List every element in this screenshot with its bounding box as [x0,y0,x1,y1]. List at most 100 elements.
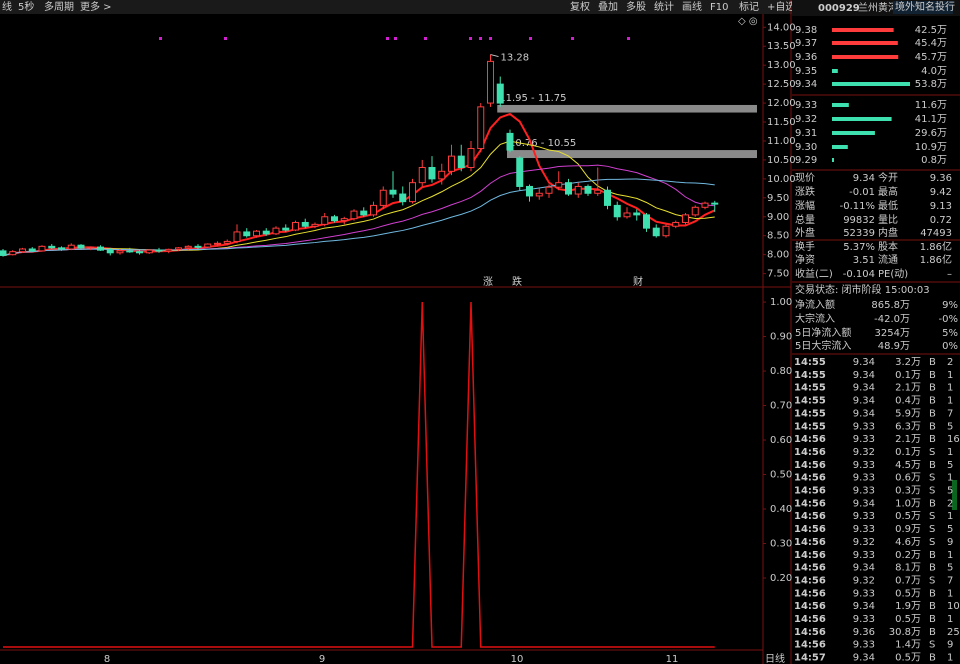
tick-time: 14:55 [794,383,826,394]
y-tick-label: 0.60 [770,435,792,446]
tick-count: 1 [947,614,953,625]
tick-side: B [929,434,936,445]
candle-body [701,202,709,208]
toolbar-button[interactable]: 标记 [739,1,759,13]
signal-dot [394,37,397,40]
quote-value: 9.42 [930,187,952,198]
toolbar-button[interactable]: 统计 [654,0,674,13]
candle-body [233,231,241,242]
tick-price: 9.33 [853,640,875,651]
tick-volume: 30.8万 [889,627,921,638]
book-bar [832,145,848,149]
y-tick-label: 10.50 [767,155,796,166]
tick-count: 2 [947,357,953,368]
tick-time: 14:56 [794,460,826,471]
tick-side: S [929,524,935,535]
tick-volume: 1.9万 [895,601,921,612]
candle-body [399,193,407,203]
tick-price: 9.33 [853,588,875,599]
candle-body [448,155,455,172]
tick-side: S [929,575,935,586]
tick-volume: 3.2万 [895,357,921,368]
candle-body [106,249,114,254]
tick-side: B [929,614,936,625]
candle-body [0,250,7,256]
stock-name: 兰州黄河 [858,1,898,14]
tick-count: 1 [947,653,953,664]
quote-value: 0.72 [930,215,952,226]
tick-time: 14:56 [794,473,826,484]
quote-value: 9.34 [853,173,875,184]
tick-side: B [929,653,936,664]
candle-body [711,202,719,205]
toolbar-button[interactable]: 更多 > [80,0,112,13]
toolbar-button[interactable]: 多股 [626,0,646,13]
quote-label: 总量 [795,213,815,226]
quote-value: 99832 [843,215,875,226]
book-bar [832,55,899,59]
book-bar [832,117,892,121]
toolbar-button[interactable]: 画线 [682,0,702,13]
signal-dot [159,37,162,40]
tick-price: 9.34 [853,396,875,407]
candle-body [272,227,280,235]
candle-body [418,167,426,184]
toolbar [0,0,960,14]
candle-body [97,246,104,251]
book-bar [832,69,838,73]
book-price: 9.32 [795,114,817,125]
toolbar-button[interactable]: 5秒 [18,0,34,13]
tick-count: 1 [947,473,953,484]
toolbar-button[interactable]: 叠加 [598,1,618,13]
tick-price: 9.33 [853,473,875,484]
candle-body [506,132,514,151]
candle-body [389,189,397,195]
tick-side: B [929,601,936,612]
candle-body [38,245,46,252]
trade-status: 交易状态: 闭市阶段 15:00:03 [795,283,930,296]
event-label: 涨 [483,276,493,288]
y-tick-label: 0.50 [770,470,792,481]
toolbar-button[interactable]: 多周期 [44,0,74,13]
tick-side: B [929,357,936,368]
candle-body [253,230,260,237]
book-volume: 29.6万 [915,128,947,139]
toolbar-button[interactable]: +自选 [767,0,795,13]
flow-label: 大宗流入 [795,312,835,325]
y-tick-label: 9.50 [767,193,789,204]
candle-body [28,248,36,252]
candle-body [262,230,270,235]
y-tick-label: 12.00 [767,98,796,109]
quote-label: 涨跌 [795,185,815,198]
quote-value: -0.01 [849,187,875,198]
event-label: 财 [633,275,643,288]
candle-body [77,244,85,249]
candle-body [145,249,153,254]
tick-price: 9.33 [853,511,875,522]
quote-label: 换手 [795,240,815,253]
y-tick-label: 11.00 [767,136,796,147]
zone-label: 10.76 - 10.55 [509,138,576,149]
tick-side: B [929,498,936,509]
candle-body [58,247,65,250]
candle-body [331,216,338,222]
toolbar-button[interactable]: 复权 [570,0,590,13]
tick-side: B [929,396,936,407]
scroll-indicator[interactable] [952,480,957,510]
toolbar-button[interactable]: 线 [2,0,12,13]
tick-volume: 1.0万 [895,498,921,509]
quote-value: 9.36 [930,173,952,184]
event-label: 跌 [512,275,522,288]
quote-label: 收益(二) [795,267,833,280]
book-price: 9.33 [795,100,817,111]
period-label: 日线 [765,652,785,664]
book-bar [832,41,898,45]
candle-body [214,242,221,245]
y-tick-label: 8.00 [767,250,789,261]
tick-price: 9.33 [853,550,875,561]
quote-label: 股本 [878,240,898,253]
book-volume: 4.0万 [921,66,947,77]
tool-icon[interactable]: ◇ ◎ [738,16,758,27]
toolbar-button[interactable]: F10 [710,2,728,13]
candle-body [19,248,26,253]
